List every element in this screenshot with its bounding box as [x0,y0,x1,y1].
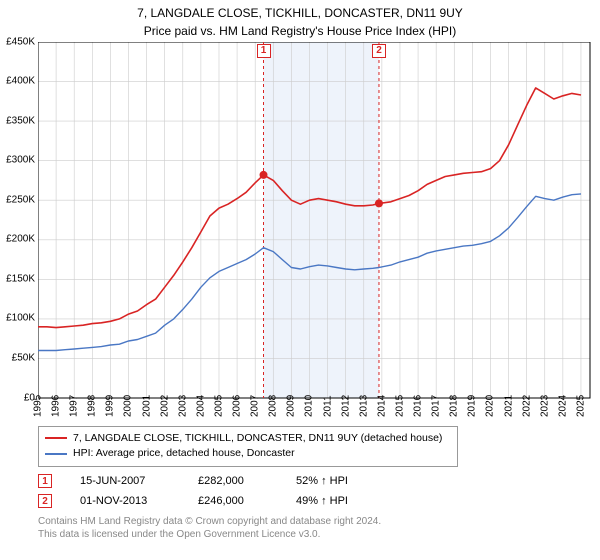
x-axis-tick-label: 2003 [177,394,188,419]
sale-marker-box: 1 [257,44,271,58]
y-axis-tick-label: £250K [6,194,38,205]
x-axis-tick-label: 2019 [467,394,478,419]
y-axis-tick-label: £300K [6,155,38,166]
x-axis-tick-label: 2015 [394,394,405,419]
x-axis-tick-label: 2020 [485,394,496,419]
x-axis-tick-label: 2004 [195,394,206,419]
y-axis-tick-label: £400K [6,76,38,87]
x-axis-tick-label: 1997 [69,394,80,419]
sale-row-marker: 2 [38,494,52,508]
x-axis-tick-label: 2001 [141,394,152,419]
y-axis-tick-label: £200K [6,234,38,245]
x-axis-tick-label: 2024 [557,394,568,419]
chart-plot-area: £0£50K£100K£150K£200K£250K£300K£350K£400… [38,42,598,420]
y-axis-tick-label: £450K [6,36,38,47]
x-axis-tick-label: 2013 [358,394,369,419]
legend-swatch-property [45,437,67,439]
x-axis-tick-label: 2010 [304,394,315,419]
x-axis-tick-label: 2002 [159,394,170,419]
x-axis-tick-label: 2006 [232,394,243,419]
chart-subtitle: Price paid vs. HM Land Registry's House … [0,22,600,42]
sales-table: 1 15-JUN-2007 £282,000 52% ↑ HPI 2 01-NOV-201… [38,471,600,511]
x-axis-tick-label: 1995 [33,394,44,419]
line-chart-svg [38,42,598,420]
x-axis-tick-label: 2017 [431,394,442,419]
sale-pct-vs-hpi: 49% ↑ HPI [296,495,386,507]
legend-item-property: 7, LANGDALE CLOSE, TICKHILL, DONCASTER, … [45,431,451,447]
y-axis-tick-label: £50K [12,353,38,364]
x-axis-tick-label: 2018 [449,394,460,419]
x-axis-tick-label: 1996 [51,394,62,419]
legend-item-hpi: HPI: Average price, detached house, Donc… [45,446,451,462]
x-axis-tick-label: 1998 [87,394,98,419]
x-axis-tick-label: 2022 [521,394,532,419]
y-axis-tick-label: £150K [6,273,38,284]
x-axis-tick-label: 2025 [575,394,586,419]
sale-row: 1 15-JUN-2007 £282,000 52% ↑ HPI [38,471,600,491]
sale-date: 01-NOV-2013 [80,495,170,507]
legend-label-property: 7, LANGDALE CLOSE, TICKHILL, DONCASTER, … [73,431,442,447]
sale-price: £246,000 [198,495,268,507]
x-axis-tick-label: 2008 [268,394,279,419]
x-axis-tick-label: 2016 [413,394,424,419]
sale-price: £282,000 [198,475,268,487]
footnote-line-2: This data is licensed under the Open Gov… [38,528,600,541]
footnote: Contains HM Land Registry data © Crown c… [38,515,600,541]
x-axis-tick-label: 1999 [105,394,116,419]
legend-swatch-hpi [45,453,67,455]
x-axis-tick-label: 2014 [376,394,387,419]
x-axis-tick-label: 2000 [123,394,134,419]
x-axis-tick-label: 2023 [539,394,550,419]
y-axis-tick-label: £100K [6,313,38,324]
y-axis-tick-label: £350K [6,115,38,126]
x-axis-tick-label: 2011 [322,395,333,420]
x-axis-tick-label: 2007 [250,394,261,419]
sale-marker-box: 2 [372,44,386,58]
chart-title: 7, LANGDALE CLOSE, TICKHILL, DONCASTER, … [0,0,600,22]
legend: 7, LANGDALE CLOSE, TICKHILL, DONCASTER, … [38,426,458,468]
sale-row: 2 01-NOV-2013 £246,000 49% ↑ HPI [38,491,600,511]
legend-label-hpi: HPI: Average price, detached house, Donc… [73,446,295,462]
x-axis-tick-label: 2009 [286,394,297,419]
x-axis-tick-label: 2021 [503,394,514,419]
chart-container: 7, LANGDALE CLOSE, TICKHILL, DONCASTER, … [0,0,600,560]
sale-date: 15-JUN-2007 [80,475,170,487]
x-axis-tick-label: 2012 [340,394,351,419]
sale-row-marker: 1 [38,474,52,488]
x-axis-tick-label: 2005 [213,394,224,419]
footnote-line-1: Contains HM Land Registry data © Crown c… [38,515,600,528]
sale-pct-vs-hpi: 52% ↑ HPI [296,475,386,487]
